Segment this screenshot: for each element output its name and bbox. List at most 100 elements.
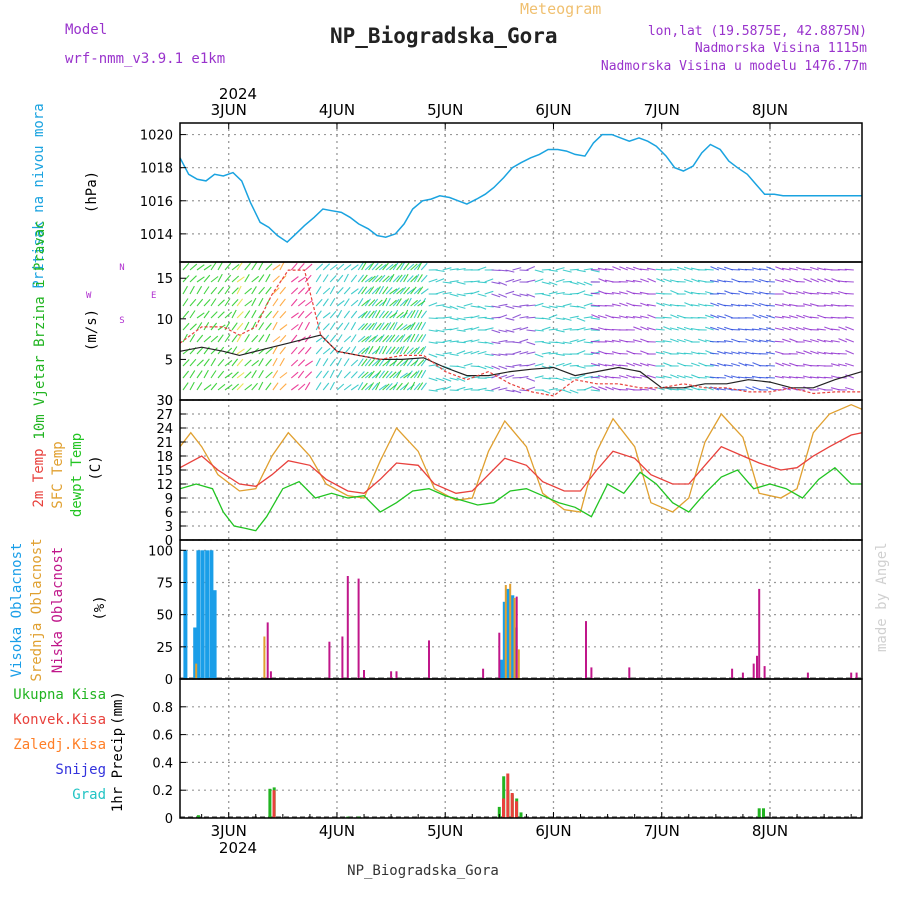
wind-arrow (197, 313, 204, 318)
wind-arrow (259, 370, 264, 378)
day-label-top: 4JUN (319, 101, 355, 119)
wind-arrow (259, 382, 263, 390)
temperature-ytick-label: 12 (156, 478, 173, 493)
wind-arrow (183, 383, 188, 390)
wind-arrow (280, 325, 287, 330)
precip-bar (758, 808, 761, 818)
wind-arrow (421, 322, 425, 330)
wind-arrow (190, 382, 194, 390)
wind-arrow (218, 287, 224, 294)
day-label-bottom: 5JUN (427, 822, 463, 840)
axis-layer: 3JUN3JUN4JUN4JUN5JUN5JUN6JUN6JUN7JUN7JUN… (140, 101, 862, 840)
wind-arrow (684, 366, 693, 367)
wind-arrow (316, 347, 322, 354)
clouds-ytick-label: 25 (156, 641, 173, 656)
wind-arrow (237, 349, 244, 354)
wind-arrow (330, 323, 335, 330)
wind-arrow (266, 274, 270, 282)
wind-arrow (323, 313, 330, 318)
sfc-temp-line (180, 405, 862, 512)
wind-arrow (344, 311, 349, 318)
watermark: made by Angel (874, 542, 890, 652)
wind-arrow (225, 385, 232, 390)
clouds-ytick-label: 0 (165, 673, 173, 688)
pressure-line (180, 135, 862, 243)
wind-arrow (386, 335, 392, 342)
wind-arrow (252, 335, 258, 342)
wind-arrow (305, 361, 312, 366)
wind-arrow (232, 335, 237, 342)
wind-arrow (232, 310, 236, 318)
precip-bar (506, 774, 509, 819)
cloud-bar (358, 579, 360, 679)
wind-arrow (351, 275, 357, 282)
year-bottom: 2024 (219, 839, 257, 857)
grid-layer (180, 123, 862, 818)
wind-arrow (225, 373, 232, 378)
wind-arrow (190, 359, 196, 366)
precip-ytick-label: 0 (165, 812, 173, 827)
precip-ytick-label: 0.6 (152, 729, 173, 744)
wind-arrow (190, 370, 195, 378)
wind-arrow (237, 277, 244, 282)
wind-arrow (619, 354, 628, 355)
cloud-bar (347, 576, 349, 679)
compass-n: N (119, 263, 124, 273)
wind-arrow (298, 371, 304, 378)
wind-arrow (273, 311, 278, 318)
wind-arrow (298, 322, 302, 330)
wind-arrow (190, 286, 194, 294)
wind-arrow (273, 265, 280, 270)
model-label: Model (65, 22, 107, 38)
wind-arrow (291, 360, 298, 366)
wind-arrow (183, 323, 189, 330)
wind-arrow (252, 286, 257, 294)
wind-arrow (745, 377, 754, 378)
wind-arrow (344, 264, 351, 270)
wind-arrow (280, 299, 286, 306)
wind-arrow (245, 384, 252, 390)
wind-arrow (337, 323, 343, 330)
wind-arrow (323, 358, 328, 366)
wind-arrow (351, 311, 357, 318)
cloud-bar (807, 673, 809, 679)
wind-arrow (298, 263, 304, 270)
wind-arrow (204, 275, 210, 282)
wind-arrow (316, 382, 321, 390)
precip-ytick-label: 0.8 (152, 701, 173, 716)
wind-arrow (745, 269, 754, 270)
clouds-ytick-label: 75 (156, 576, 173, 591)
wind-arrow (738, 342, 747, 343)
wind-arrow (344, 372, 350, 378)
cloud-bar (514, 598, 516, 679)
cloud-bar (341, 637, 343, 680)
day-label-top: 8JUN (752, 101, 788, 119)
wind-arrow (305, 347, 311, 354)
high-cloud-label: Visoka Oblacnost (9, 543, 25, 678)
wind-arrow (273, 383, 278, 390)
wind-arrow (305, 382, 310, 390)
precip-legend: Ukupna Kisa Konvek.Kisa Zaledj.Kisa Snij… (13, 687, 106, 803)
cloud-bar (498, 633, 500, 679)
wind-arrow (197, 265, 204, 270)
wind-arrow (527, 342, 536, 345)
wind-arrow (591, 318, 600, 319)
wind-arrow (344, 323, 349, 331)
wind-arrow (845, 305, 854, 306)
wind-arrow (775, 341, 784, 342)
wind-arrow (330, 370, 334, 378)
cloud-bar (363, 670, 365, 679)
wind-arrow (273, 370, 278, 378)
wind-arrow (245, 372, 252, 378)
wind-arrow (411, 382, 415, 390)
wind-arrow (656, 377, 665, 378)
wind-arrow (323, 264, 329, 270)
wind-arrow (527, 387, 536, 390)
cloud-unit: (%) (92, 595, 108, 620)
cloud-bar (263, 637, 265, 680)
wind-arrow (259, 335, 264, 342)
wind-arrow (323, 275, 328, 283)
wind-arrow (232, 359, 238, 366)
wind-arrow (190, 299, 196, 306)
wind-arrow (245, 311, 250, 318)
